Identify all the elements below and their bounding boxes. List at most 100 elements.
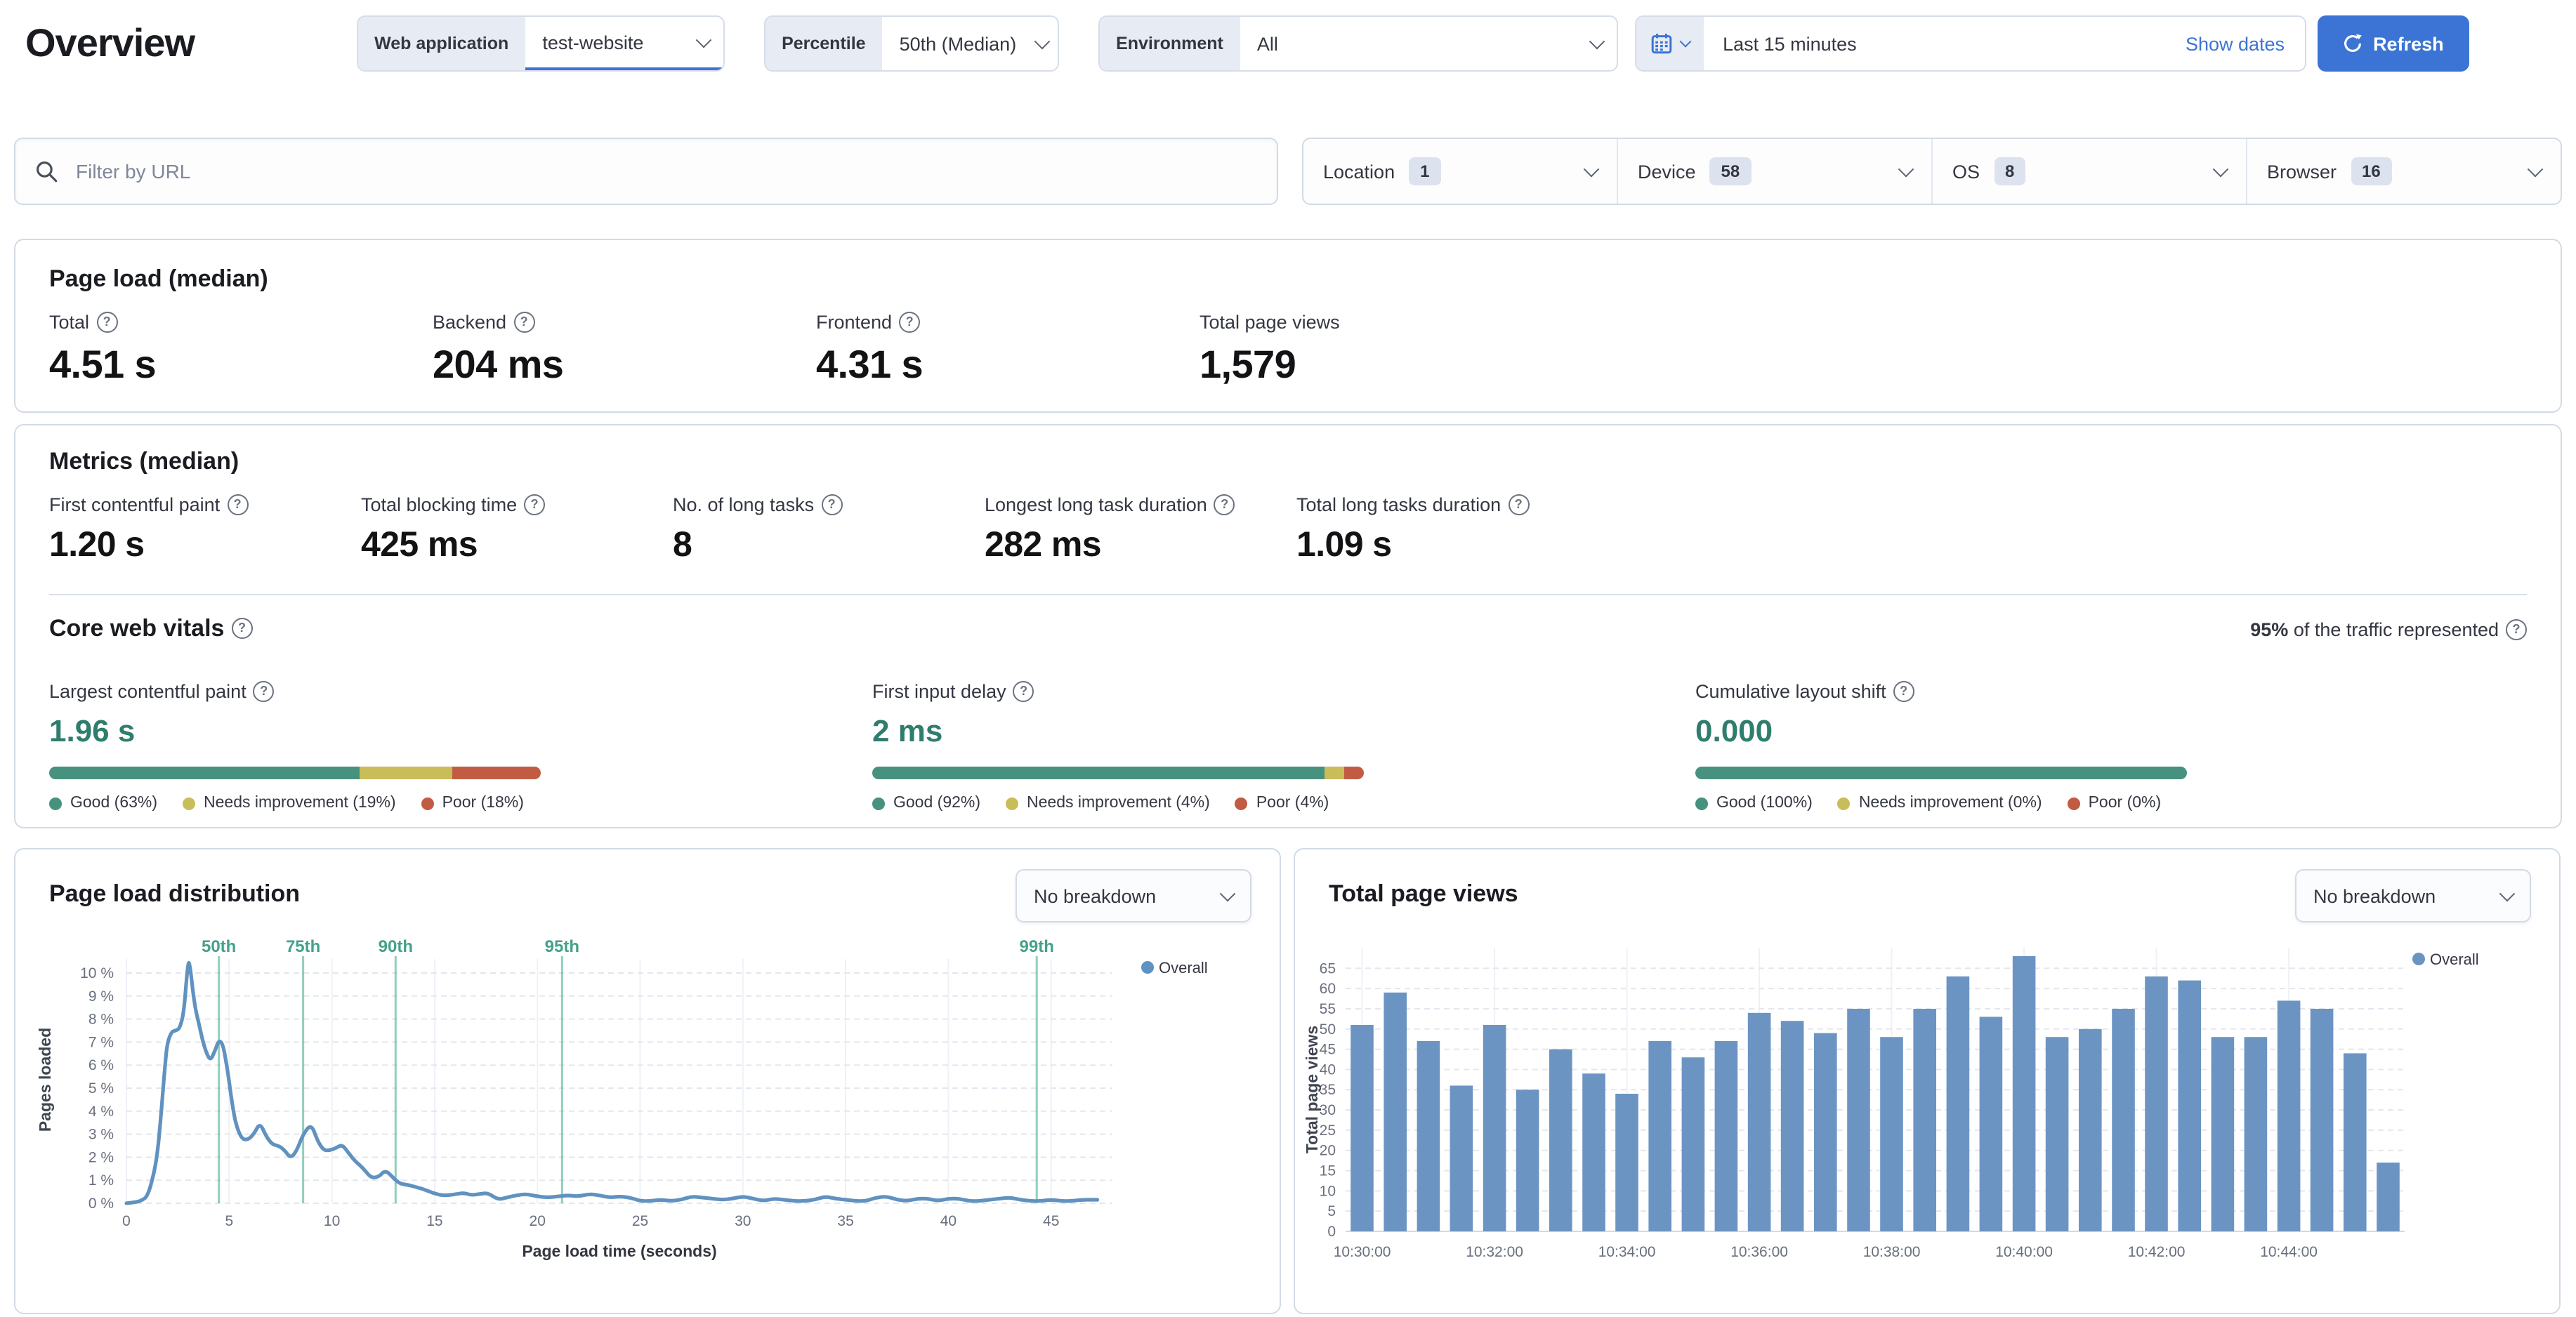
location-filter-label: Location (1323, 161, 1395, 182)
stat-long-tasks: No. of long tasks 8 (673, 493, 985, 566)
traffic-represented-note: 95% of the traffic represented (2250, 618, 2527, 640)
cwv-largest-contentful-paint: Largest contentful paint 1.96 s Good (63… (49, 680, 872, 812)
stat-value: 282 ms (985, 525, 1102, 564)
chevron-down-icon (2499, 885, 2516, 902)
percentile-select[interactable]: 50th (Median) (883, 17, 1057, 70)
svg-text:10: 10 (324, 1213, 340, 1229)
needs-improvement-dot-icon (1006, 797, 1019, 809)
help-icon[interactable] (1893, 681, 1914, 702)
chevron-down-icon (1588, 33, 1605, 50)
svg-text:65: 65 (1320, 960, 1336, 977)
show-dates-link[interactable]: Show dates (2185, 33, 2285, 54)
help-icon[interactable] (821, 494, 843, 515)
stat-value: 8 (673, 525, 692, 564)
web-application-value: test-website (542, 32, 644, 53)
legend-good: Good (100%) (1695, 795, 1813, 812)
browser-filter-label: Browser (2267, 161, 2337, 182)
svg-text:95th: 95th (545, 939, 579, 956)
stat-value: 4.51 s (49, 343, 157, 386)
poor-dot-icon (1235, 797, 1248, 809)
calendar-button[interactable] (1636, 17, 1704, 70)
url-filter-input[interactable] (73, 159, 1257, 184)
chevron-down-icon (1033, 33, 1050, 50)
distribution-breakdown-select[interactable]: No breakdown (1016, 869, 1251, 922)
browser-filter[interactable]: Browser 16 (2247, 139, 2561, 204)
svg-text:Total page views: Total page views (1303, 1026, 1321, 1153)
help-icon[interactable] (227, 494, 249, 515)
svg-text:7 %: 7 % (88, 1034, 114, 1050)
chevron-down-icon (2212, 161, 2229, 178)
svg-text:0: 0 (122, 1213, 131, 1229)
stat-longest-task: Longest long task duration 282 ms (985, 493, 1296, 566)
help-icon[interactable] (524, 494, 546, 515)
help-icon[interactable] (96, 312, 118, 333)
svg-text:99th: 99th (1020, 939, 1054, 956)
svg-text:3 %: 3 % (88, 1127, 114, 1143)
help-icon[interactable] (1508, 494, 1530, 515)
refresh-button[interactable]: Refresh (2317, 15, 2469, 72)
stat-value: 1.20 s (49, 525, 145, 564)
os-filter-label: OS (1952, 161, 1980, 182)
svg-text:20: 20 (1320, 1143, 1336, 1159)
refresh-icon (2344, 34, 2361, 52)
device-filter-label: Device (1638, 161, 1696, 182)
svg-text:9 %: 9 % (88, 988, 114, 1005)
svg-text:35: 35 (1320, 1082, 1336, 1098)
chevron-down-icon (1898, 161, 1914, 178)
svg-text:50th: 50th (202, 939, 236, 956)
svg-text:25: 25 (1320, 1123, 1336, 1139)
total-page-views-chart[interactable]: 0 5 10 15 20 25 30 35 40 45 50 55 60 65 10:30:00 10:32:… (1295, 939, 2528, 1314)
refresh-label: Refresh (2373, 33, 2444, 54)
poor-dot-icon (421, 797, 434, 809)
help-icon[interactable] (1013, 681, 1034, 702)
stat-label: Total page views (1200, 312, 1340, 333)
percentile-label: Percentile (765, 17, 883, 70)
legend-poor: Poor (4%) (1235, 795, 1329, 812)
environment-select[interactable]: All (1240, 17, 1616, 70)
environment-select-group[interactable]: Environment All (1098, 15, 1618, 72)
help-icon[interactable] (899, 312, 921, 333)
device-filter[interactable]: Device 58 (1618, 139, 1933, 204)
location-count-badge: 1 (1409, 157, 1441, 185)
time-range-picker[interactable]: Last 15 minutes Show dates (1634, 15, 2306, 72)
help-icon[interactable] (1214, 494, 1235, 515)
good-dot-icon (872, 797, 885, 809)
svg-text:40: 40 (940, 1213, 957, 1229)
page-load-distribution-card: Page load distribution No breakdown 0 % 1… (14, 848, 1281, 1314)
web-application-select[interactable]: test-website (525, 17, 723, 70)
svg-text:10:40:00: 10:40:00 (1995, 1244, 2053, 1260)
page-views-chart-title: Total page views (1329, 880, 1518, 907)
core-web-vitals-title: Core web vitals (49, 615, 253, 643)
metrics-title: Metrics (median) (49, 448, 239, 475)
svg-text:Overall: Overall (2430, 951, 2479, 968)
calendar-icon (1650, 34, 1671, 54)
distribution-chart-title: Page load distribution (49, 880, 301, 907)
svg-text:45: 45 (1320, 1042, 1336, 1058)
svg-text:60: 60 (1320, 981, 1336, 997)
legend-needs-improvement: Needs improvement (19%) (183, 795, 396, 812)
time-range-value[interactable]: Last 15 minutes (1723, 33, 1857, 54)
svg-text:75th: 75th (286, 939, 320, 956)
search-icon (37, 161, 58, 182)
help-icon[interactable] (513, 312, 535, 333)
help-icon[interactable] (2506, 618, 2527, 640)
help-icon[interactable] (253, 681, 275, 702)
needs-improvement-dot-icon (183, 797, 196, 809)
svg-text:Pages loaded: Pages loaded (36, 1028, 54, 1132)
svg-text:45: 45 (1043, 1213, 1059, 1229)
os-filter[interactable]: OS 8 (1933, 139, 2247, 204)
cwv-cumulative-layout-shift: Cumulative layout shift 0.000 Good (100%… (1695, 680, 2518, 812)
page-views-breakdown-select[interactable]: No breakdown (2295, 869, 2531, 922)
environment-label: Environment (1099, 17, 1240, 70)
page-load-distribution-chart[interactable]: 0 % 1 % 2 % 3 % 4 % 5 % 6 % 7 % 8 % 9 % 10 % 50th 75… (15, 939, 1249, 1314)
web-application-select-group[interactable]: Web application test-website (356, 15, 725, 72)
location-filter[interactable]: Location 1 (1303, 139, 1618, 204)
svg-text:30: 30 (735, 1213, 751, 1229)
help-icon[interactable] (231, 618, 253, 639)
stat-value: 1.09 s (1296, 525, 1392, 564)
url-filter[interactable] (14, 138, 1278, 205)
percentile-select-group[interactable]: Percentile 50th (Median) (763, 15, 1059, 72)
svg-text:4 %: 4 % (88, 1104, 114, 1120)
legend-poor: Poor (18%) (421, 795, 524, 812)
facet-filter-group: Location 1 Device 58 OS 8 Browser 16 (1302, 138, 2562, 205)
